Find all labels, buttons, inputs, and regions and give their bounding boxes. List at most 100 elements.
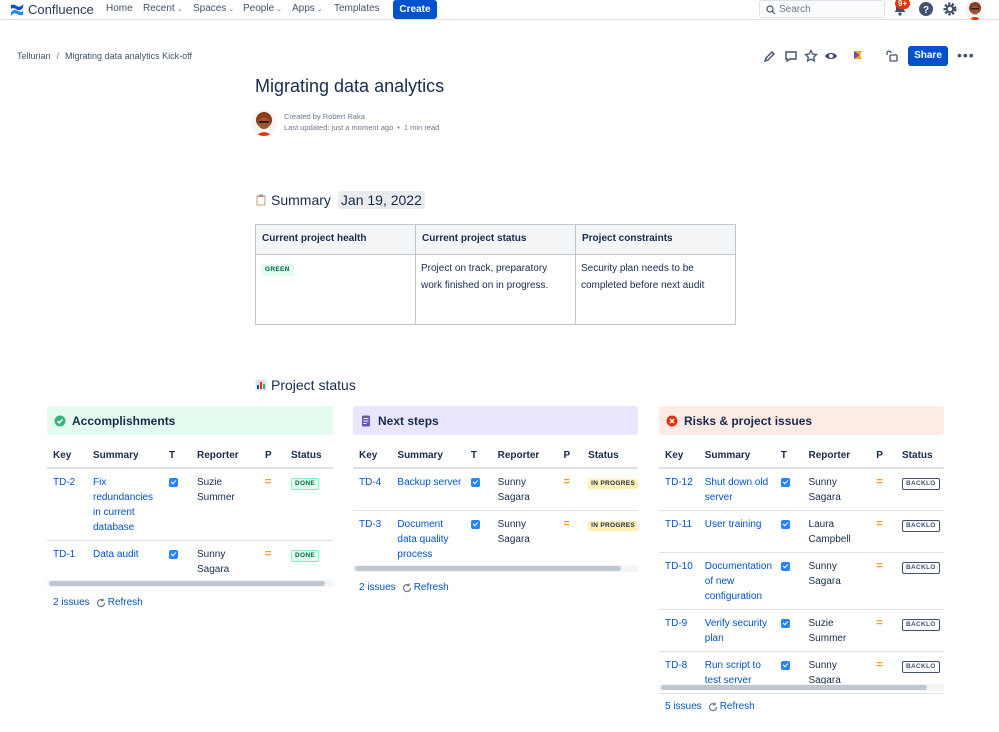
nav-home[interactable]: Home — [106, 3, 133, 14]
issue-summary-link[interactable]: Fix redundancies in current database — [87, 468, 163, 541]
column-header[interactable]: Status — [896, 444, 944, 469]
chevron-down-icon: ⌄ — [176, 6, 183, 13]
column-header[interactable]: P — [259, 444, 285, 469]
table-row: TD-1 Data audit Sunny Sagara = DONE — [47, 540, 333, 583]
horizontal-scrollbar-thumb[interactable] — [49, 581, 325, 586]
issue-key-link[interactable]: TD-9 — [659, 609, 699, 652]
issue-key-link[interactable]: TD-4 — [353, 468, 392, 511]
issue-summary-link[interactable]: Shut down old server — [698, 468, 775, 511]
star-icon[interactable] — [804, 49, 818, 63]
issue-priority-cell: = — [259, 468, 285, 541]
confluence-logo[interactable]: Confluence — [10, 2, 94, 17]
column-header[interactable]: Status — [285, 444, 333, 469]
horizontal-scrollbar-thumb[interactable] — [355, 566, 621, 571]
issue-reporter: Sunny Sagara — [191, 540, 259, 583]
issue-summary-link[interactable]: Document data quality process — [391, 510, 465, 568]
column-header[interactable]: Reporter — [191, 444, 259, 469]
issue-status-cell: BACKLO — [896, 510, 944, 553]
breadcrumb-space[interactable]: Tellurian — [17, 51, 51, 61]
accomplishments-title: Accomplishments — [72, 413, 176, 428]
brand-name: Confluence — [28, 2, 94, 17]
issue-count-link[interactable]: 2 issues — [359, 582, 396, 593]
column-header[interactable]: P — [557, 444, 583, 469]
restrictions-lock-icon[interactable] — [885, 49, 899, 63]
column-header[interactable]: T — [464, 444, 492, 469]
column-header[interactable]: Summary — [698, 444, 775, 469]
issue-status-cell: BACKLO — [896, 552, 944, 610]
issue-summary-link[interactable]: Backup server — [391, 468, 465, 511]
issue-reporter: Suzie Summer — [802, 609, 871, 652]
issue-key-link[interactable]: TD-11 — [659, 510, 699, 553]
column-header[interactable]: Key — [353, 444, 392, 469]
task-type-icon — [169, 550, 178, 559]
issue-count-link[interactable]: 5 issues — [665, 701, 702, 712]
analytics-flag-icon[interactable] — [851, 49, 865, 63]
horizontal-scrollbar-thumb[interactable] — [661, 685, 927, 690]
column-header[interactable]: P — [870, 444, 897, 469]
nav-recent[interactable]: Recent ⌄ — [143, 3, 183, 14]
issue-count-link[interactable]: 2 issues — [53, 597, 90, 608]
issue-key-link[interactable]: TD-12 — [659, 468, 699, 511]
refresh-button[interactable]: Refresh — [96, 597, 143, 608]
task-type-icon — [780, 619, 790, 628]
column-header[interactable]: Summary — [391, 444, 465, 469]
help-icon[interactable]: ? — [918, 1, 934, 17]
status-lozenge: IN PROGRES — [588, 521, 638, 531]
avatar-face-icon — [256, 112, 272, 136]
issue-key-link[interactable]: TD-1 — [47, 540, 87, 583]
create-button[interactable]: Create — [393, 0, 437, 19]
issue-key-link[interactable]: TD-10 — [659, 552, 699, 610]
issue-key-link[interactable]: TD-2 — [47, 468, 87, 541]
separator-dot: • — [397, 123, 400, 132]
created-by: Created by Robert Raka — [284, 112, 365, 121]
refresh-button[interactable]: Refresh — [402, 582, 449, 593]
table-row: TD-11 User training Laura Campbell = BACKLO — [659, 510, 944, 553]
task-type-icon — [780, 661, 790, 670]
author-avatar[interactable] — [251, 110, 277, 136]
comment-icon[interactable] — [784, 49, 798, 63]
issue-status-cell: DONE — [285, 540, 333, 583]
settings-gear-icon[interactable] — [942, 1, 958, 17]
column-header[interactable]: T — [774, 444, 803, 469]
clipboard-icon — [256, 194, 266, 206]
column-header[interactable]: Key — [47, 444, 87, 469]
breadcrumb-page[interactable]: Migrating data analytics Kick-off — [65, 51, 192, 61]
issue-key-link[interactable]: TD-3 — [353, 510, 392, 568]
column-header[interactable]: Status — [582, 444, 638, 469]
edit-pencil-icon[interactable] — [763, 49, 777, 63]
nav-people[interactable]: People ⌄ — [243, 3, 282, 14]
accomplishments-panel: Accomplishments — [47, 406, 333, 435]
error-circle-icon — [666, 415, 678, 426]
issue-summary-link[interactable]: User training — [698, 510, 775, 553]
summary-date[interactable]: Jan 19, 2022 — [337, 191, 425, 209]
summary-heading-text: Summary — [271, 192, 331, 208]
risks-issues-table: Key Summary T Reporter P Status TD-12 Shut down… — [659, 444, 944, 694]
next-steps-issues-table: Key Summary T Reporter P Status TD-4 Backup ser… — [353, 444, 638, 568]
issue-priority-cell: = — [870, 510, 897, 553]
page-title: Migrating data analytics — [255, 76, 445, 96]
issue-summary-link[interactable]: Verify security plan — [698, 609, 775, 652]
issue-type-cell — [774, 552, 803, 610]
watch-eye-icon[interactable] — [824, 49, 838, 63]
risks-title: Risks & project issues — [684, 413, 813, 428]
issue-summary-link[interactable]: Documentation of new configuration — [698, 552, 775, 610]
search-input[interactable]: Search — [759, 0, 885, 18]
column-header[interactable]: Reporter — [802, 444, 871, 469]
nav-templates[interactable]: Templates — [334, 3, 380, 14]
issue-summary-link[interactable]: Data audit — [87, 540, 163, 583]
nav-spaces[interactable]: Spaces ⌄ — [193, 3, 234, 14]
column-header[interactable]: Key — [659, 444, 699, 469]
accomplishments-issues-table: Key Summary T Reporter P Status TD-2 Fix redund… — [47, 444, 333, 583]
issue-reporter: Sunny Sagara — [802, 468, 871, 511]
column-header[interactable]: Reporter — [491, 444, 558, 469]
more-actions-icon[interactable]: ••• — [957, 47, 975, 63]
column-header[interactable]: T — [163, 444, 191, 469]
column-header[interactable]: Summary — [87, 444, 163, 469]
user-avatar[interactable] — [965, 0, 985, 20]
refresh-button[interactable]: Refresh — [708, 701, 755, 712]
priority-medium-icon: = — [876, 560, 883, 572]
nav-apps[interactable]: Apps ⌄ — [292, 3, 323, 14]
refresh-icon — [96, 598, 105, 607]
bar-chart-icon — [255, 379, 267, 391]
share-button[interactable]: Share — [908, 46, 948, 66]
